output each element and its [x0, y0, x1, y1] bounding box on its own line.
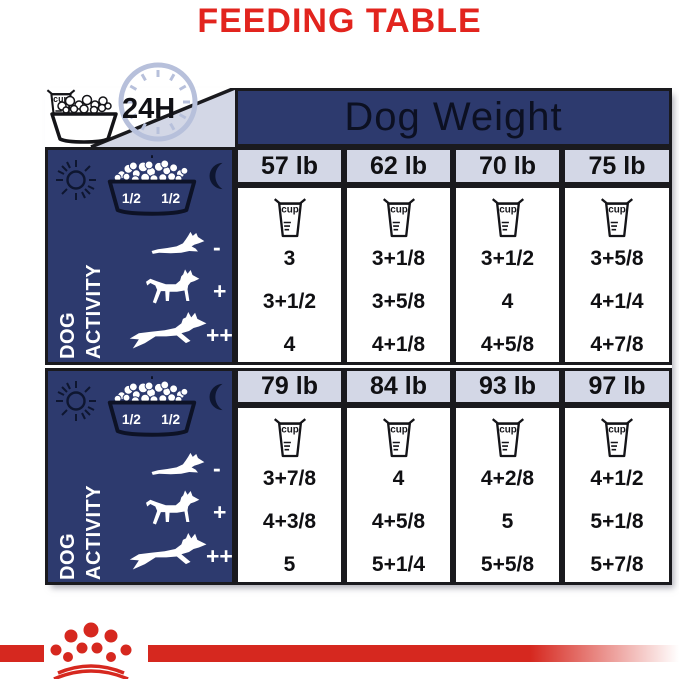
- activity-mid-symbol: +: [213, 278, 227, 304]
- weight-header-70lb: 70 lb: [453, 147, 562, 185]
- dog-activity-panel-1: DOG ACTIVITY - + ++: [45, 147, 235, 365]
- sun-icon: [54, 158, 98, 202]
- food-bowl-icon: [98, 155, 206, 218]
- ration-cell: 3+1/2 4 4+5/8: [453, 185, 562, 365]
- weight-header-62lb: 62 lb: [344, 147, 453, 185]
- ration-cell: 3+5/8 4+1/4 4+7/8: [562, 185, 672, 365]
- weight-header-84lb: 84 lb: [344, 368, 453, 405]
- ration-cell: 4 4+5/8 5+1/4: [344, 405, 453, 585]
- activity-low-symbol: -: [213, 455, 221, 481]
- weight-header-93lb: 93 lb: [453, 368, 562, 405]
- dog-activity-label: DOG ACTIVITY: [57, 263, 105, 359]
- resting-dog-icon: [151, 230, 209, 258]
- activity-low-symbol: -: [213, 234, 221, 260]
- activity-high-symbol: ++: [206, 543, 233, 569]
- ration-cell: 4+1/2 5+1/8 5+7/8: [562, 405, 672, 585]
- measuring-cup-icon: [599, 417, 635, 459]
- measuring-cup-icon: [490, 417, 526, 459]
- feeding-table: Dog Weight DOG ACTIVITY - + ++ DOG ACTIV…: [45, 88, 672, 585]
- ration-cell: 3+1/8 3+5/8 4+1/8: [344, 185, 453, 365]
- standing-dog-icon: [146, 489, 208, 529]
- resting-dog-icon: [151, 451, 209, 479]
- food-bowl-icon: [98, 376, 206, 439]
- weight-header-75lb: 75 lb: [562, 147, 672, 185]
- red-rule-right: [148, 645, 679, 662]
- corner-diagonal: [90, 88, 235, 147]
- dog-activity-label: DOG ACTIVITY: [57, 484, 105, 580]
- sun-icon: [54, 379, 98, 423]
- weight-header-97lb: 97 lb: [562, 368, 672, 405]
- kibble-bowl-icon: [50, 94, 118, 144]
- running-dog-icon: [128, 533, 212, 571]
- measuring-cup-icon: [381, 197, 417, 239]
- measuring-cup-icon: [381, 417, 417, 459]
- crown-logo: [50, 622, 132, 679]
- dog-activity-panel-2: DOG ACTIVITY - + ++: [45, 368, 235, 585]
- page-title: FEEDING TABLE: [197, 2, 482, 40]
- ration-cell: 3+7/8 4+3/8 5: [235, 405, 344, 585]
- moon-icon: [203, 383, 231, 411]
- activity-high-symbol: ++: [206, 322, 233, 348]
- running-dog-icon: [128, 312, 212, 350]
- measuring-cup-icon: [599, 197, 635, 239]
- standing-dog-icon: [146, 268, 208, 308]
- measuring-cup-icon: [272, 197, 308, 239]
- ration-cell: 4+2/8 5 5+5/8: [453, 405, 562, 585]
- ration-cell: 3 3+1/2 4: [235, 185, 344, 365]
- measuring-cup-icon: [490, 197, 526, 239]
- measuring-cup-icon: [272, 417, 308, 459]
- dog-weight-header: Dog Weight: [235, 88, 672, 147]
- dog-weight-label: Dog Weight: [344, 95, 563, 139]
- weight-header-57lb: 57 lb: [235, 147, 344, 185]
- daily-ration-ornament: 24H: [50, 62, 198, 144]
- moon-icon: [203, 162, 231, 190]
- activity-mid-symbol: +: [213, 499, 227, 525]
- red-rule-left: [0, 645, 44, 662]
- daily-ration-24h-label: 24H: [122, 93, 175, 125]
- weight-header-79lb: 79 lb: [235, 368, 344, 405]
- table-corner: [45, 88, 235, 147]
